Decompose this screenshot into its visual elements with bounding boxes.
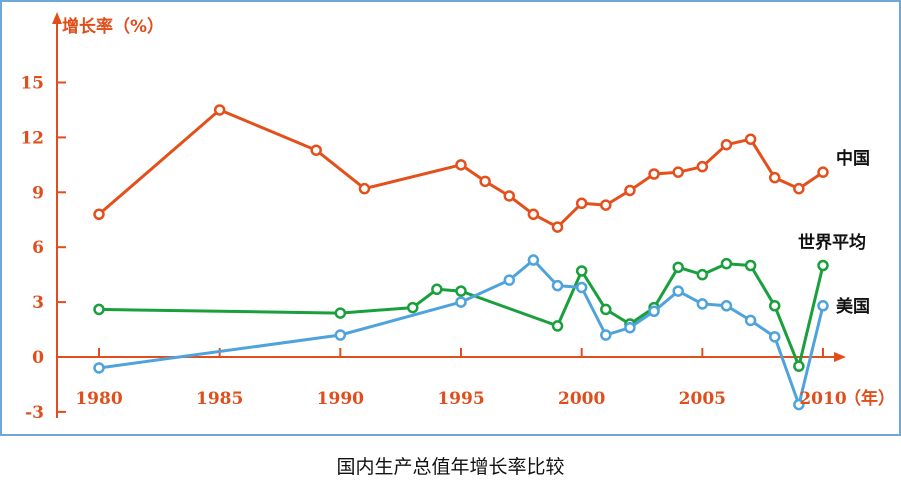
series-1-point xyxy=(551,320,564,332)
y-axis-arrow xyxy=(52,12,62,24)
x-tick-label: 1980 xyxy=(75,389,122,409)
y-tick-label: 3 xyxy=(32,293,44,313)
series-0-point xyxy=(793,182,805,195)
series-0-point xyxy=(624,184,636,197)
series-2-point xyxy=(768,331,781,343)
series-1-point xyxy=(768,300,781,312)
series-2-point xyxy=(600,329,612,341)
series-0-point xyxy=(575,197,588,210)
x-tick-label: 2000 xyxy=(558,389,605,409)
x-tick-label: 1990 xyxy=(317,389,364,409)
series-2-point xyxy=(503,274,516,286)
x-tick-label: 2005 xyxy=(679,389,726,409)
x-tick-label: 1985 xyxy=(196,389,243,409)
series-label-2: 美国 xyxy=(836,296,870,317)
series-label-1: 世界平均 xyxy=(798,232,866,253)
series-1-point xyxy=(672,261,684,274)
series-line-2 xyxy=(98,258,825,407)
y-tick-label: 15 xyxy=(20,74,44,94)
series-2-point xyxy=(575,281,588,294)
series-0-point xyxy=(93,208,105,221)
y-axis-title: 增长率（%） xyxy=(62,16,164,37)
series-0-point xyxy=(672,166,684,178)
y-tick-label: 12 xyxy=(20,128,44,148)
x-tick-label: 2010 xyxy=(799,389,846,409)
series-2-point xyxy=(696,298,709,310)
series-1-point xyxy=(720,257,733,270)
series-0-point xyxy=(600,199,612,211)
series-1-point xyxy=(575,265,588,277)
series-0-point xyxy=(696,160,709,173)
y-tick-label: 6 xyxy=(32,238,44,258)
series-1-point xyxy=(600,303,612,316)
series-2-point xyxy=(672,285,684,297)
series-0 xyxy=(93,104,829,233)
series-0-point xyxy=(479,175,491,188)
labels-layer: -3 0 3 6 9 12 15 1980 1985 1990 1995 2000 2005 2010 增长… xyxy=(20,16,895,423)
series-0-point xyxy=(551,221,564,233)
series-0-point xyxy=(213,104,226,116)
series-2-point xyxy=(744,314,757,327)
series-label-0: 中国 xyxy=(836,148,870,169)
series-2-point xyxy=(648,305,660,317)
series-2-point xyxy=(455,296,467,308)
series-1-point xyxy=(455,285,467,297)
series-1-point xyxy=(793,360,805,372)
series-0-point xyxy=(310,144,322,156)
series-2-point xyxy=(720,300,733,312)
series-2 xyxy=(93,254,829,411)
series-0-point xyxy=(768,171,781,184)
y-tick-label: 9 xyxy=(32,183,44,203)
series-0-point xyxy=(455,159,467,171)
series-2-point xyxy=(527,254,540,266)
series-0-point xyxy=(720,138,733,151)
chart-caption: 国内生产总值年增长率比较 xyxy=(336,456,565,478)
series-2-point xyxy=(817,300,829,312)
x-axis-title: （年） xyxy=(844,388,895,409)
x-axis-arrow xyxy=(834,352,846,362)
series-1-point xyxy=(817,259,829,272)
series-1-point xyxy=(696,268,709,281)
x-tick-label: 1995 xyxy=(437,389,484,409)
series-0-point xyxy=(648,168,660,180)
series-1-point xyxy=(93,303,105,316)
series-1-point xyxy=(744,259,757,272)
series-2-point xyxy=(334,329,347,341)
series-0-point xyxy=(744,133,757,145)
series-1-point xyxy=(334,307,347,319)
y-tick-label: -3 xyxy=(25,403,44,423)
series-2-point xyxy=(551,279,564,292)
chart-frame: -3 0 3 6 9 12 15 1980 1985 1990 1995 2000 2005 2010 增长… xyxy=(0,0,901,436)
series-0-point xyxy=(527,208,540,221)
series-layer xyxy=(93,104,829,411)
series-2-point xyxy=(624,321,636,334)
series-1-point xyxy=(431,283,443,296)
series-2-point xyxy=(793,398,805,411)
series-0-point xyxy=(503,190,516,202)
line-chart: -3 0 3 6 9 12 15 1980 1985 1990 1995 2000 2005 2010 增长… xyxy=(20,12,895,423)
series-1-point xyxy=(406,301,419,314)
series-0-point xyxy=(358,182,371,195)
y-tick-label: 0 xyxy=(32,348,44,368)
series-2-point xyxy=(93,362,105,374)
series-0-point xyxy=(817,166,829,178)
